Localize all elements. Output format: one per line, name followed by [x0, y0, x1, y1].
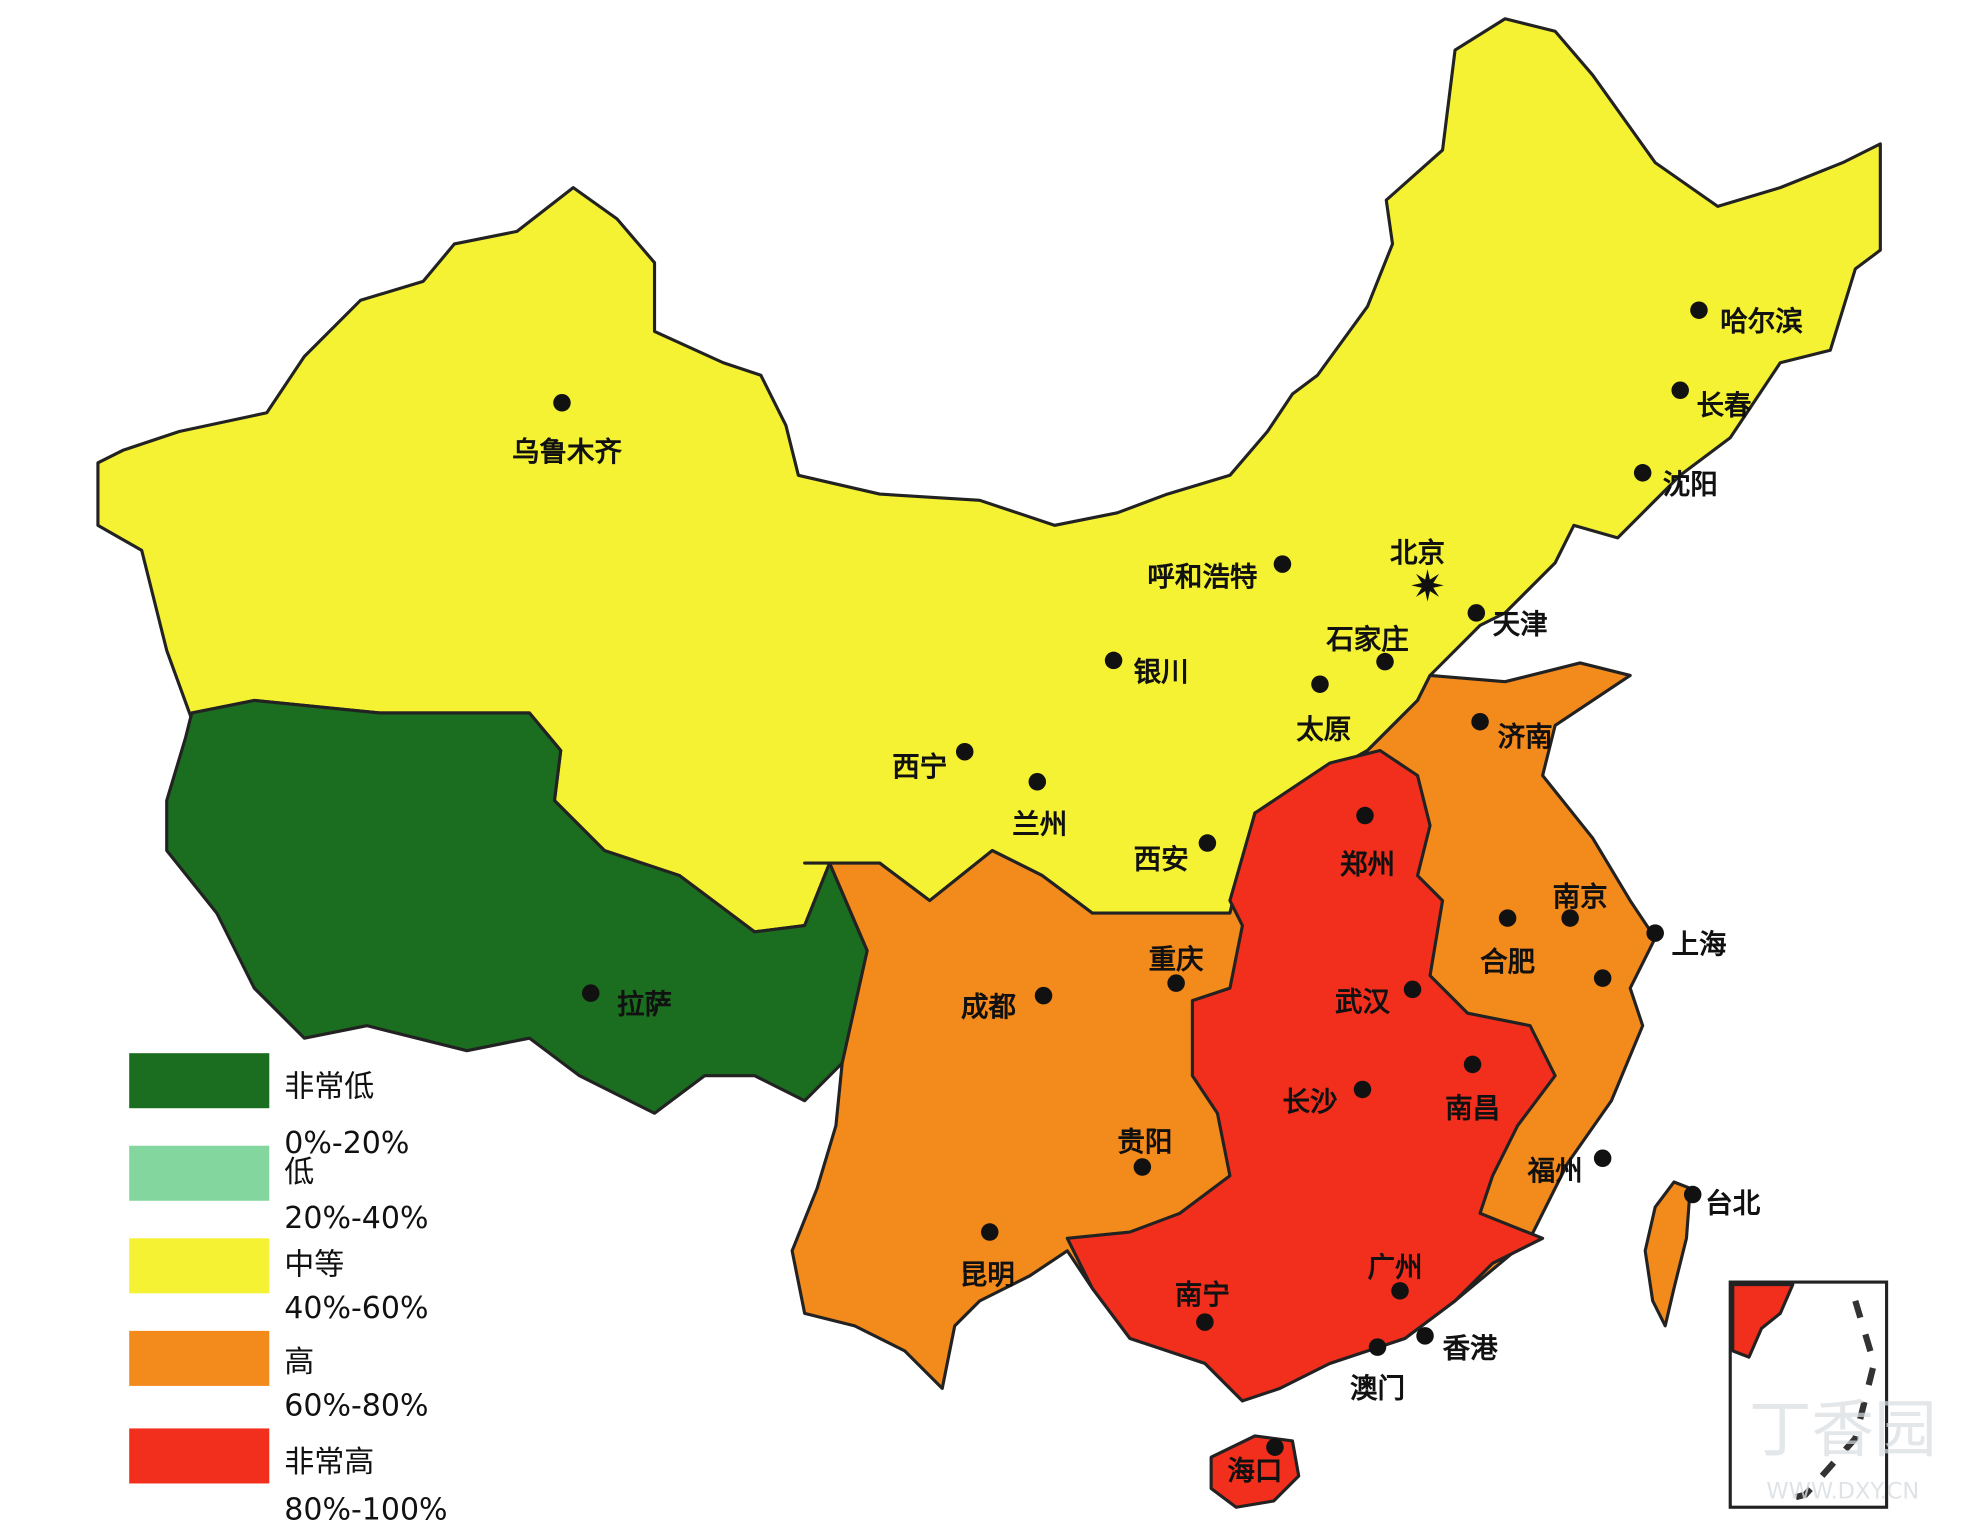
city-dot — [1167, 974, 1185, 992]
city-dot — [553, 394, 571, 412]
city-dot — [981, 1223, 999, 1241]
legend-range: 0%-20% — [284, 1126, 409, 1161]
city-dot — [1273, 555, 1292, 573]
city-label: 南宁 — [1175, 1279, 1230, 1311]
city-label: 重庆 — [1149, 944, 1204, 976]
city-dot — [1391, 1282, 1409, 1300]
city-label: 沈阳 — [1663, 468, 1718, 500]
city-dot — [1593, 1149, 1612, 1168]
city-dot — [1196, 1313, 1214, 1331]
city-label: 哈尔滨 — [1720, 306, 1803, 338]
legend-label: 非常高 — [284, 1445, 374, 1480]
legend-swatch — [129, 1145, 270, 1201]
legend-label: 低 — [284, 1155, 314, 1190]
city-label: 呼和浩特 — [1147, 561, 1257, 593]
legend-range: 40%-60% — [284, 1291, 428, 1326]
legend-range: 60%-80% — [284, 1389, 428, 1424]
city-label: 台北 — [1705, 1188, 1760, 1220]
city-label: 合肥 — [1480, 946, 1535, 978]
city-label: 南昌 — [1445, 1092, 1500, 1124]
city-label: 西宁 — [892, 751, 947, 783]
watermark-url: WWW.DXY.CN — [1766, 1478, 1919, 1504]
city-dot — [1104, 651, 1123, 670]
city-dot — [1311, 675, 1329, 693]
city-label: 福州 — [1527, 1155, 1583, 1187]
city-dot — [1467, 604, 1486, 622]
city-label: 成都 — [961, 991, 1016, 1023]
city-label: 香港 — [1443, 1333, 1498, 1365]
city-label: 武汉 — [1335, 986, 1390, 1018]
inset-dashes — [1779, 1299, 1878, 1505]
city-dot — [1690, 301, 1708, 319]
city-label: 石家庄 — [1325, 623, 1408, 655]
city-dot — [1198, 834, 1217, 852]
city-dot — [1356, 806, 1374, 825]
city-dot — [1133, 1158, 1152, 1176]
legend-label: 非常低 — [284, 1070, 374, 1105]
legend-swatch — [129, 1428, 270, 1484]
legend-range: 20%-40% — [284, 1201, 428, 1236]
city-label: 海口 — [1227, 1455, 1282, 1487]
city-dot — [1376, 652, 1394, 671]
inset-region — [1731, 1283, 1795, 1359]
city-dot — [1353, 1080, 1372, 1099]
city-dot — [581, 984, 600, 1002]
legend-range: 80%-100% — [284, 1492, 447, 1527]
legend-swatch — [129, 1238, 270, 1294]
city-label: 乌鲁木齐 — [512, 436, 622, 468]
region-very-low — [165, 698, 869, 1115]
city-dot — [955, 742, 974, 761]
city-dot — [1683, 1185, 1702, 1204]
city-dot — [1034, 986, 1053, 1005]
city-label: 南京 — [1553, 881, 1608, 913]
city-label: 广州 — [1368, 1251, 1423, 1283]
city-label: 郑州 — [1340, 849, 1395, 881]
city-dot — [1403, 980, 1422, 999]
city-label: 长春 — [1696, 390, 1751, 422]
city-dot — [1416, 1327, 1434, 1345]
city-label: 长沙 — [1282, 1086, 1337, 1118]
legend-label: 中等 — [284, 1247, 344, 1282]
legend-label: 高 — [284, 1345, 314, 1380]
city-label: 济南 — [1498, 721, 1553, 753]
city-dot — [1561, 909, 1579, 927]
city-dot — [1471, 712, 1489, 731]
watermark: 丁香园 — [1749, 1393, 1937, 1466]
city-label: 拉萨 — [617, 989, 672, 1021]
city-label: 上海 — [1671, 929, 1726, 961]
city-dot — [1498, 909, 1517, 927]
legend: 非常低 0%-20%低 20%-40% 中等 40%-60% 高 60%-80% 非常高 80%… — [129, 1053, 448, 1527]
city-dot — [1593, 969, 1612, 987]
city-dot — [1266, 1438, 1284, 1456]
city-dot — [1368, 1338, 1387, 1356]
legend-swatch — [129, 1330, 270, 1386]
region-very-high — [1065, 748, 1557, 1403]
city-label: 北京 — [1390, 537, 1445, 569]
city-label: 银川 — [1134, 656, 1189, 688]
city-label: 昆明 — [960, 1259, 1015, 1291]
city-label: 西安 — [1134, 844, 1189, 876]
city-dot — [1463, 1055, 1482, 1074]
capital-star — [1411, 569, 1444, 602]
city-dot — [1646, 924, 1664, 942]
city-label: 澳门 — [1350, 1373, 1405, 1405]
city-label: 兰州 — [1012, 809, 1067, 841]
city-label: 天津 — [1493, 608, 1548, 640]
city-dot — [1671, 381, 1689, 400]
legend-swatch — [129, 1053, 270, 1109]
city-label: 太原 — [1296, 713, 1351, 745]
city-label: 贵阳 — [1117, 1126, 1172, 1158]
nine-dash-line — [1779, 1299, 1878, 1505]
city-dot — [1028, 773, 1047, 791]
region-high — [1643, 1180, 1692, 1328]
city-dot — [1633, 464, 1652, 482]
